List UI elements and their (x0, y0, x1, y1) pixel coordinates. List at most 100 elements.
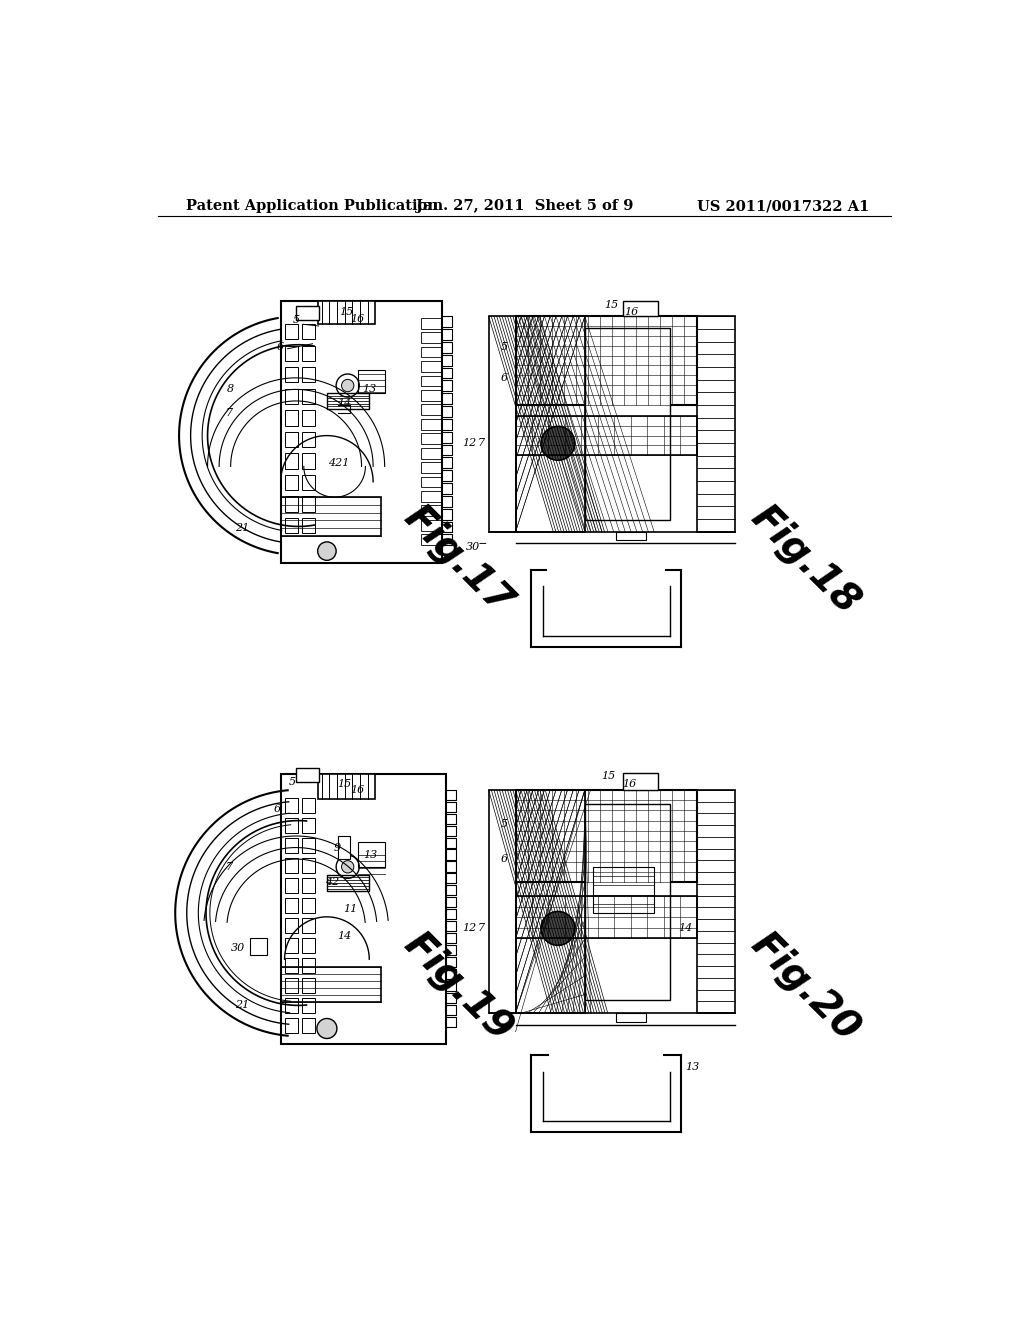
Bar (515, 789, 585, 1014)
Text: 16: 16 (623, 779, 637, 788)
Bar (285, 517, 298, 533)
Bar (281, 498, 381, 536)
Bar (285, 817, 298, 833)
Bar (296, 306, 319, 321)
Text: 9: 9 (334, 842, 341, 853)
Bar (285, 411, 298, 425)
Text: US 2011/0017322 A1: US 2011/0017322 A1 (697, 199, 869, 213)
Bar (421, 347, 442, 358)
Text: Patent Application Publication: Patent Application Publication (186, 199, 438, 213)
Bar (421, 433, 442, 444)
Text: 21: 21 (236, 1001, 249, 1010)
Text: 5: 5 (501, 342, 508, 352)
Text: 13: 13 (685, 1063, 699, 1072)
Bar (515, 789, 696, 882)
Bar (585, 327, 670, 520)
Bar (301, 411, 315, 425)
Bar (515, 896, 696, 939)
Bar (285, 453, 298, 469)
Bar (285, 797, 298, 813)
Bar (301, 878, 315, 892)
Circle shape (541, 911, 574, 945)
Bar (488, 317, 515, 532)
Bar (285, 346, 298, 360)
Bar (421, 389, 442, 401)
Bar (421, 491, 442, 502)
Bar (301, 898, 315, 913)
Bar (301, 388, 315, 404)
Bar (615, 1014, 646, 1022)
Bar (285, 858, 298, 873)
Text: 13: 13 (362, 384, 377, 395)
Text: 15: 15 (339, 308, 353, 317)
Bar (301, 978, 315, 993)
Text: 30: 30 (466, 543, 480, 552)
Bar (301, 432, 315, 447)
Bar (301, 517, 315, 533)
Text: Jan. 27, 2011  Sheet 5 of 9: Jan. 27, 2011 Sheet 5 of 9 (416, 199, 634, 213)
Text: 6: 6 (273, 804, 281, 814)
Bar (421, 362, 442, 372)
Bar (515, 317, 696, 405)
Text: 14: 14 (338, 399, 352, 408)
Text: 7: 7 (477, 924, 484, 933)
Text: 15: 15 (338, 779, 352, 788)
Text: 15: 15 (605, 300, 618, 310)
Bar (317, 775, 376, 799)
Bar (285, 978, 298, 993)
Bar (301, 998, 315, 1014)
Bar (285, 958, 298, 973)
Bar (301, 958, 315, 973)
Bar (585, 804, 670, 1001)
Text: 8: 8 (227, 384, 234, 395)
Text: 11: 11 (343, 904, 357, 915)
Bar (250, 939, 267, 956)
Text: 6: 6 (278, 342, 285, 352)
Bar (301, 937, 315, 953)
Bar (285, 475, 298, 490)
Bar (421, 477, 442, 487)
Bar (593, 867, 654, 913)
Bar (301, 917, 315, 933)
Text: 42: 42 (326, 878, 339, 887)
Bar (296, 768, 319, 781)
Bar (285, 323, 298, 339)
Bar (285, 432, 298, 447)
Bar (696, 317, 735, 532)
Bar (421, 535, 442, 545)
Bar (696, 789, 735, 1014)
Text: 5: 5 (293, 315, 300, 325)
Bar (421, 318, 442, 329)
Bar (327, 875, 370, 891)
Bar (357, 370, 385, 393)
Text: 13: 13 (364, 850, 378, 861)
Bar (285, 878, 298, 892)
Bar (421, 447, 442, 458)
Circle shape (316, 1019, 337, 1039)
Text: 14: 14 (338, 931, 352, 941)
Bar (281, 775, 446, 1044)
Bar (624, 301, 658, 317)
Text: 16: 16 (350, 785, 365, 795)
Text: 16: 16 (624, 308, 638, 317)
Bar (301, 797, 315, 813)
Text: 6: 6 (501, 372, 508, 383)
Circle shape (342, 861, 354, 873)
Text: 14: 14 (678, 924, 692, 933)
Bar (301, 496, 315, 512)
Bar (301, 367, 315, 383)
Text: 16: 16 (350, 314, 365, 323)
Bar (285, 1018, 298, 1034)
Bar (285, 898, 298, 913)
Text: 7: 7 (477, 438, 484, 449)
Bar (421, 506, 442, 516)
Text: 21: 21 (236, 523, 249, 533)
Bar (421, 418, 442, 429)
Text: 12: 12 (462, 438, 476, 449)
Text: Fig.17: Fig.17 (396, 498, 519, 622)
Text: 15: 15 (601, 771, 615, 781)
Bar (281, 968, 381, 1002)
Text: 6: 6 (501, 854, 508, 865)
Bar (615, 532, 646, 540)
Bar (281, 301, 442, 562)
